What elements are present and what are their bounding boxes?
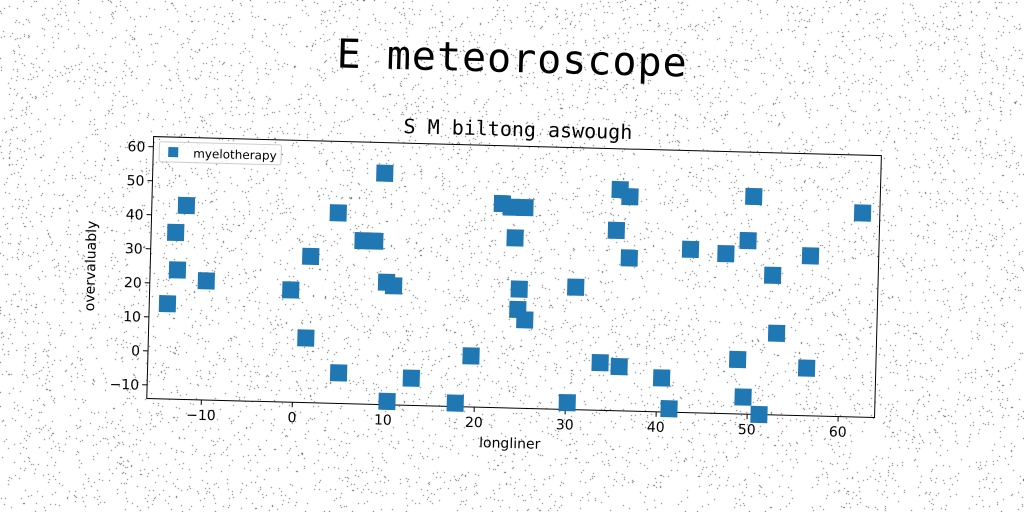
x-tick-label: −10 <box>186 408 216 425</box>
legend-marker <box>168 146 179 158</box>
data-point <box>767 324 786 343</box>
data-point <box>366 232 384 250</box>
data-point <box>462 347 480 365</box>
x-tick-label: 50 <box>738 422 756 438</box>
plot-frame <box>146 136 882 419</box>
data-point <box>853 204 872 222</box>
data-point <box>384 277 403 295</box>
y-tick-label: 50 <box>126 173 144 189</box>
data-point <box>446 394 464 412</box>
x-tick-label: 30 <box>556 417 574 433</box>
data-point <box>516 198 534 217</box>
data-point <box>516 311 534 329</box>
data-point <box>566 278 585 296</box>
data-point <box>376 164 394 182</box>
y-tick-label: 60 <box>127 139 145 155</box>
data-point <box>297 329 315 347</box>
y-tick-label: −10 <box>109 377 139 394</box>
data-point <box>402 369 421 387</box>
data-point <box>378 392 396 411</box>
axis-ticks: −10 0 10 20 30 40 50 60 −10 0 10 20 30 40 50 60 <box>109 139 847 441</box>
data-point <box>620 249 638 267</box>
x-tick-label: 20 <box>465 415 483 431</box>
data-point <box>168 261 187 279</box>
chart-panel: S M biltong aswough −10 0 10 20 30 40 50 60 −10 0… <box>82 114 882 453</box>
legend-box <box>158 141 282 166</box>
data-point <box>329 204 347 222</box>
data-point <box>621 187 639 206</box>
data-point <box>301 247 320 266</box>
data-point <box>652 369 671 387</box>
x-tick-label: 10 <box>374 412 392 428</box>
data-point <box>197 272 216 290</box>
chart-subtitle: S M biltong aswough <box>403 114 632 144</box>
data-point <box>717 244 735 263</box>
data-point <box>797 359 816 377</box>
data-point <box>607 221 626 240</box>
data-point <box>510 280 528 298</box>
x-tick-label: 60 <box>829 424 847 440</box>
y-tick-label: 20 <box>124 275 142 291</box>
data-point <box>660 400 678 418</box>
data-point <box>558 393 576 412</box>
data-point <box>158 294 177 313</box>
y-tick-label: 40 <box>126 207 144 223</box>
data-point <box>728 350 747 369</box>
legend-label: myelotherapy <box>193 147 277 163</box>
data-point <box>750 405 768 424</box>
x-tick-label: 40 <box>647 420 665 436</box>
data-point <box>329 364 348 382</box>
y-tick-label: 10 <box>123 309 141 325</box>
data-point <box>591 353 609 372</box>
data-point <box>801 247 820 265</box>
data-point <box>166 223 185 242</box>
y-tick-label: 0 <box>131 343 140 359</box>
data-point <box>681 240 700 259</box>
y-tick-label: 30 <box>125 241 143 257</box>
data-point <box>610 357 628 376</box>
data-point <box>506 229 524 247</box>
data-point <box>734 388 752 406</box>
x-tick-label: 0 <box>287 410 296 426</box>
y-axis-label: overvaluably <box>82 221 100 312</box>
data-point <box>177 196 196 215</box>
data-points <box>158 164 872 424</box>
legend: myelotherapy <box>158 141 282 166</box>
data-point <box>281 281 300 299</box>
data-point <box>745 187 763 206</box>
data-point <box>763 266 782 285</box>
data-point <box>739 231 757 250</box>
x-axis-label: longliner <box>479 435 541 453</box>
data-point <box>502 198 521 216</box>
